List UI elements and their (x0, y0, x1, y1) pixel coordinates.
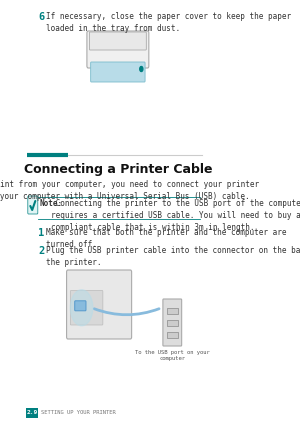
FancyBboxPatch shape (70, 290, 103, 325)
Circle shape (70, 290, 93, 326)
FancyBboxPatch shape (28, 196, 38, 214)
Circle shape (140, 67, 143, 72)
Text: Connecting the printer to the USB port of the computer
requires a certified USB : Connecting the printer to the USB port o… (51, 199, 300, 232)
FancyBboxPatch shape (167, 320, 178, 326)
Text: Make sure that both the printer and the computer are
turned off.: Make sure that both the printer and the … (46, 228, 286, 249)
Text: 2: 2 (38, 246, 45, 256)
FancyBboxPatch shape (67, 270, 132, 339)
Text: 6: 6 (38, 12, 45, 22)
FancyBboxPatch shape (89, 32, 146, 50)
Text: 1: 1 (38, 228, 45, 238)
FancyBboxPatch shape (87, 31, 149, 68)
FancyBboxPatch shape (26, 408, 38, 418)
FancyBboxPatch shape (91, 62, 145, 82)
Text: 2.9: 2.9 (27, 410, 38, 416)
Text: SETTING UP YOUR PRINTER: SETTING UP YOUR PRINTER (41, 410, 116, 416)
FancyBboxPatch shape (163, 299, 182, 346)
Text: Connecting a Printer Cable: Connecting a Printer Cable (24, 163, 212, 176)
FancyBboxPatch shape (75, 301, 86, 311)
FancyBboxPatch shape (167, 332, 178, 338)
Text: Note:: Note: (40, 199, 63, 208)
Text: Plug the USB printer cable into the connector on the back of
the printer.: Plug the USB printer cable into the conn… (46, 246, 300, 267)
Text: To print from your computer, you need to connect your printer
to your computer w: To print from your computer, you need to… (0, 180, 259, 201)
FancyBboxPatch shape (167, 308, 178, 314)
Text: If necessary, close the paper cover to keep the paper
loaded in the tray from du: If necessary, close the paper cover to k… (46, 12, 291, 33)
Text: To the USB port on your
computer: To the USB port on your computer (135, 350, 210, 361)
